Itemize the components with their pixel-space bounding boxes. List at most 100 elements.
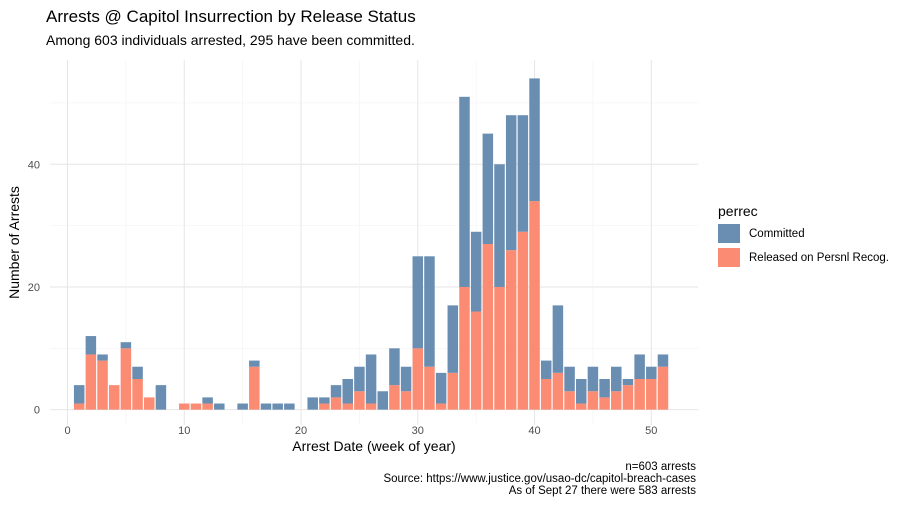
bar-committed-week-51 <box>657 354 669 367</box>
bar-committed-week-34 <box>459 96 470 287</box>
bar-released-week-22 <box>319 403 330 410</box>
bar-committed-week-2 <box>85 336 97 355</box>
bar-released-week-34 <box>459 286 470 410</box>
bar-released-week-51 <box>657 366 669 410</box>
bar-released-week-48 <box>622 385 634 410</box>
bar-committed-week-15 <box>237 403 248 410</box>
x-tick-label: 40 <box>528 425 540 437</box>
bar-committed-week-22 <box>319 397 330 404</box>
bar-committed-week-39 <box>517 115 529 232</box>
bar-committed-week-38 <box>505 115 517 251</box>
bar-released-week-4 <box>108 385 120 410</box>
bar-released-week-11 <box>190 403 202 410</box>
bar-released-week-2 <box>85 354 97 410</box>
bar-committed-week-3 <box>97 354 108 361</box>
bar-committed-week-17 <box>260 403 272 410</box>
bar-released-week-26 <box>365 403 377 410</box>
bar-released-week-39 <box>517 231 529 410</box>
bar-released-week-6 <box>132 378 143 410</box>
bar-committed-week-31 <box>424 256 435 367</box>
bar-released-week-46 <box>599 397 610 410</box>
x-axis-label: Arrest Date (week of year) <box>292 438 455 454</box>
bar-committed-week-45 <box>587 366 599 392</box>
bar-released-week-29 <box>400 391 412 410</box>
x-tick-label: 0 <box>64 425 70 437</box>
legend-label-committed: Committed <box>749 227 805 240</box>
bar-released-week-32 <box>435 403 447 410</box>
bar-committed-week-19 <box>284 403 295 410</box>
bar-released-week-45 <box>587 391 599 410</box>
bar-released-week-42 <box>552 372 564 410</box>
bar-committed-week-40 <box>529 78 540 202</box>
legend-title: perrec <box>718 203 758 219</box>
bar-released-week-7 <box>143 397 155 410</box>
bar-released-week-30 <box>412 348 424 410</box>
bar-committed-week-27 <box>377 391 389 410</box>
bar-committed-week-29 <box>400 366 412 392</box>
chart-subtitle: Among 603 individuals arrested, 295 have… <box>46 32 415 48</box>
bar-released-week-43 <box>564 391 575 410</box>
x-tick-label: 30 <box>412 425 424 437</box>
bar-committed-week-46 <box>599 378 610 398</box>
bar-released-week-31 <box>424 366 435 410</box>
caption-note: As of Sept 27 there were 583 arrests <box>508 485 696 497</box>
bar-committed-week-43 <box>564 366 575 392</box>
y-axis-label: Number of Arrests <box>6 186 22 299</box>
bar-committed-week-21 <box>307 397 318 410</box>
bar-released-week-24 <box>342 403 353 410</box>
bar-committed-week-12 <box>202 397 213 404</box>
bar-committed-week-37 <box>494 164 505 287</box>
bar-committed-week-1 <box>73 385 85 404</box>
bar-released-week-16 <box>249 366 260 410</box>
bar-released-week-10 <box>179 403 190 410</box>
bar-committed-week-18 <box>272 403 283 410</box>
bar-released-week-28 <box>389 385 400 410</box>
bar-committed-week-30 <box>412 256 424 349</box>
bar-committed-week-8 <box>155 385 167 410</box>
bar-released-week-36 <box>482 244 494 410</box>
legend-item-released: Released on Persnl Recog. <box>718 248 889 267</box>
y-tick-label: 40 <box>28 159 40 171</box>
legend-key-committed <box>718 224 740 243</box>
bar-committed-week-23 <box>330 385 342 398</box>
bar-committed-week-13 <box>214 403 225 410</box>
bar-released-week-40 <box>529 201 540 410</box>
bar-released-week-23 <box>330 397 342 410</box>
bar-committed-week-48 <box>622 378 634 386</box>
bar-committed-week-32 <box>435 372 447 404</box>
bar-released-week-37 <box>494 286 505 410</box>
bar-committed-week-47 <box>611 366 622 392</box>
bar-committed-week-26 <box>365 354 377 404</box>
bar-released-week-47 <box>611 391 622 410</box>
bar-committed-week-6 <box>132 366 143 379</box>
bar-released-week-49 <box>634 378 645 410</box>
bar-committed-week-35 <box>470 231 482 312</box>
bar-committed-week-44 <box>575 378 587 404</box>
bar-released-week-41 <box>540 378 552 410</box>
bar-committed-week-50 <box>646 366 657 379</box>
bar-committed-week-42 <box>552 305 564 373</box>
y-tick-label: 20 <box>28 282 40 294</box>
bar-released-week-38 <box>505 250 517 410</box>
bar-committed-week-16 <box>249 360 260 367</box>
chart-title: Arrests @ Capitol Insurrection by Releas… <box>46 7 416 26</box>
bar-committed-week-33 <box>447 305 459 373</box>
bar-committed-week-41 <box>540 360 552 379</box>
bar-released-week-50 <box>646 378 657 410</box>
bar-committed-week-5 <box>120 342 132 349</box>
bar-committed-week-28 <box>389 348 400 386</box>
bar-released-week-5 <box>120 348 132 410</box>
bar-committed-week-49 <box>634 354 645 379</box>
caption-count: n=603 arrests <box>625 461 696 473</box>
x-tick-label: 20 <box>295 425 307 437</box>
bar-released-week-1 <box>73 403 85 410</box>
bar-committed-week-36 <box>482 133 494 245</box>
bar-released-week-12 <box>202 403 213 410</box>
legend-item-committed: Committed <box>718 224 805 243</box>
bar-released-week-3 <box>97 360 108 410</box>
x-tick-label: 50 <box>645 425 657 437</box>
legend-key-released <box>718 248 740 267</box>
caption-source: Source: https://www.justice.gov/usao-dc/… <box>383 473 696 485</box>
bar-released-week-33 <box>447 372 459 410</box>
